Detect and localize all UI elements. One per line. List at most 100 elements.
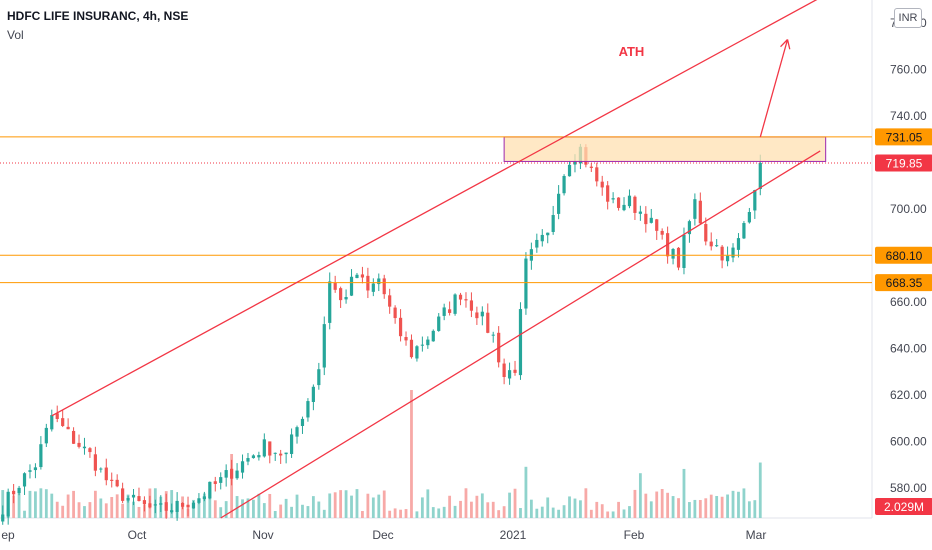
price-tick-label: 580.00 [890, 481, 927, 495]
volume-bar [404, 509, 408, 518]
candle-body [306, 401, 310, 418]
price-tick-label: 620.00 [890, 388, 927, 402]
candle-body [453, 294, 457, 314]
volume-bar [301, 504, 304, 518]
volume-bar [110, 497, 114, 518]
candle-body [153, 504, 157, 506]
volume-bar [93, 490, 97, 518]
candle-body [355, 274, 359, 279]
volume-bar [709, 494, 713, 518]
volume-bar [606, 511, 610, 518]
candle [186, 496, 190, 517]
currency-button[interactable]: INR [894, 8, 922, 28]
candle [311, 384, 315, 411]
volume-bar [562, 505, 566, 518]
volume-bar [415, 511, 419, 518]
candle-body [219, 477, 223, 483]
candle [344, 289, 348, 304]
candle-body [698, 200, 702, 224]
candle [415, 345, 419, 362]
candle-body [159, 503, 163, 505]
candle-body [71, 430, 76, 444]
candle-body [77, 442, 81, 447]
candle [480, 306, 484, 326]
volume-bar [508, 492, 511, 518]
candle [546, 232, 550, 244]
candle-body [518, 309, 523, 376]
candle-body [39, 444, 43, 468]
candle [224, 464, 228, 487]
volume-bar [546, 497, 550, 518]
candle [131, 489, 136, 506]
price-tick-label: 700.00 [890, 202, 927, 216]
level-price-label: 680.10 [886, 249, 923, 263]
volume-bar [491, 501, 495, 518]
volume-bar [742, 488, 746, 518]
candle [284, 452, 288, 464]
volume-bar [731, 490, 735, 518]
candle-body [240, 461, 245, 473]
candle-body [671, 249, 675, 259]
volume-bar [688, 502, 691, 518]
candle-body [567, 164, 572, 177]
volume-bar [83, 506, 86, 518]
candle-body [224, 470, 228, 478]
candle-body [589, 166, 593, 168]
volume-bar [399, 509, 402, 518]
volume-bar [720, 496, 724, 518]
candle-body [251, 455, 256, 459]
volume-bar [420, 497, 424, 518]
candle-body [93, 454, 97, 471]
candle-body [655, 219, 659, 231]
volume-bar [715, 495, 719, 518]
candle [39, 436, 43, 470]
volume-bar [371, 497, 375, 518]
volume-bar [339, 490, 343, 518]
volume-bar [448, 495, 452, 518]
candle-body [469, 300, 474, 311]
candle [333, 275, 337, 293]
resistance-zone [503, 136, 827, 162]
candle [77, 434, 81, 449]
candle [235, 463, 239, 480]
candle [240, 454, 245, 479]
candle [649, 208, 653, 224]
candle-body [736, 238, 741, 250]
candle [709, 232, 713, 251]
candle [393, 305, 397, 324]
candle [736, 233, 741, 258]
volume-bar [589, 509, 593, 518]
candle [671, 247, 675, 265]
candle [557, 185, 561, 220]
volume-bar [12, 495, 16, 518]
candle [137, 487, 141, 502]
candle [698, 192, 702, 225]
volume-bar [1, 490, 5, 518]
candle-body [573, 161, 577, 165]
candle [99, 467, 103, 473]
volume-bar [633, 489, 637, 518]
candle [464, 292, 468, 308]
volume-bar [704, 498, 708, 518]
candle [540, 229, 544, 247]
volume-bar [34, 491, 37, 518]
upper-channel-line [51, 0, 818, 417]
candle-body [393, 307, 397, 319]
candle [306, 398, 310, 422]
level-price-label: 668.35 [886, 276, 923, 290]
candle-body [333, 282, 337, 290]
price-tick-label: 740.00 [890, 109, 927, 123]
candle [682, 227, 686, 275]
candle-body [208, 481, 212, 499]
candle [6, 488, 10, 525]
breakout-arrow [759, 39, 789, 138]
candle-body [388, 295, 392, 307]
volume-bar [480, 493, 484, 518]
volume-bar [132, 501, 135, 518]
candle [44, 423, 48, 448]
candle [22, 472, 27, 495]
candle [219, 472, 223, 490]
candle [126, 495, 130, 503]
